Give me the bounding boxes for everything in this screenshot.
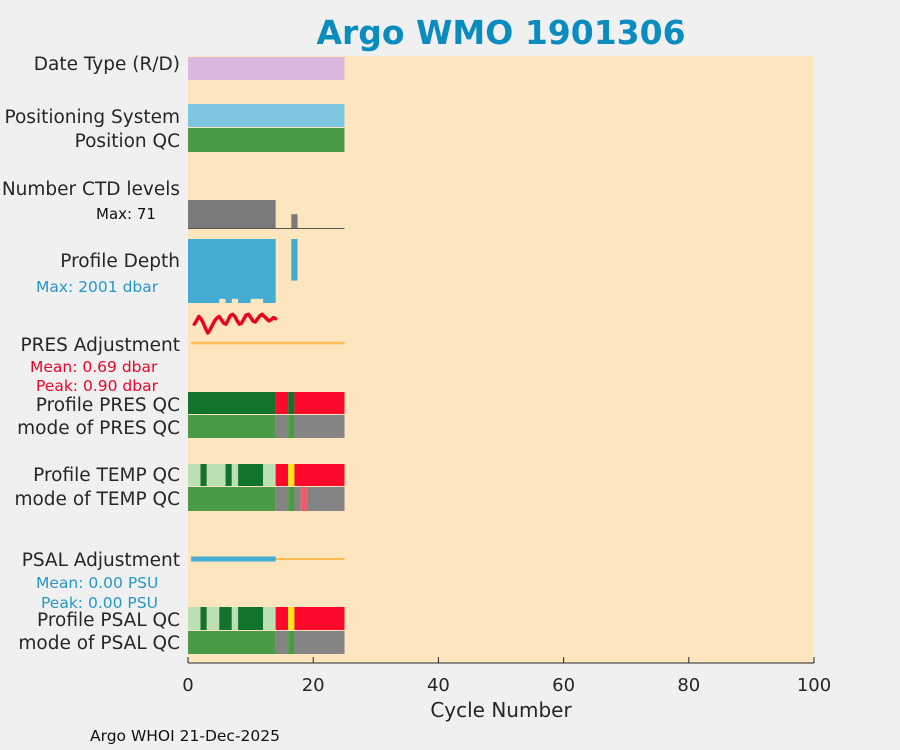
mode-psal-qc-segment-0 xyxy=(188,631,276,654)
profile-pres-qc-segment-1 xyxy=(275,392,289,414)
mode-temp-qc-segment-5 xyxy=(306,487,345,511)
ctd-levels-bar-0 xyxy=(188,200,276,228)
data-marks xyxy=(188,57,345,654)
profile-temp-qc-segment-7 xyxy=(275,464,289,486)
profile-temp-qc-segment-8 xyxy=(288,464,295,486)
profile-temp-qc-segment-6 xyxy=(263,464,276,486)
profile-psal-qc-segment-7 xyxy=(275,607,289,630)
profile-psal-qc-segment-0 xyxy=(188,607,201,630)
position-qc-segment-0 xyxy=(188,128,345,152)
label-position-qc: Position QC xyxy=(75,131,180,152)
psal-mean-annotation: Mean: 0.00 PSU xyxy=(36,574,158,592)
x-tick-label-100: 100 xyxy=(797,675,831,696)
profile-temp-qc-segment-5 xyxy=(238,464,264,486)
mode-psal-qc-segment-3 xyxy=(294,631,345,654)
positioning-segment-0 xyxy=(188,104,345,127)
profile-pres-qc-segment-3 xyxy=(294,392,345,414)
pres-mean-annotation: Mean: 0.69 dbar xyxy=(30,358,158,376)
plot-area xyxy=(188,56,814,663)
label-positioning-system: Positioning System xyxy=(4,107,180,128)
x-tick-label-0: 0 xyxy=(182,675,193,696)
profile-pres-qc-segment-0 xyxy=(188,392,276,414)
x-tick-label-80: 80 xyxy=(677,675,700,696)
mode-temp-qc-segment-0 xyxy=(188,487,276,511)
mode-temp-qc-segment-4 xyxy=(300,487,307,511)
profile-depth-bar-0 xyxy=(188,239,276,303)
profile-psal-qc-segment-1 xyxy=(200,607,207,630)
profile-temp-qc-segment-2 xyxy=(206,464,226,486)
label-profile-pres-qc: Profile PRES QC xyxy=(36,395,180,416)
date-type-segment-0 xyxy=(188,57,345,80)
mode-psal-qc-segment-1 xyxy=(275,631,289,654)
label-psal-adjustment: PSAL Adjustment xyxy=(22,550,180,571)
mode-pres-qc-segment-0 xyxy=(188,415,276,438)
label-profile-psal-qc: Profile PSAL QC xyxy=(37,610,180,631)
mode-pres-qc-segment-3 xyxy=(294,415,345,438)
profile-psal-qc-segment-4 xyxy=(231,607,239,630)
profile-depth-notch-1 xyxy=(231,298,239,303)
profile-psal-qc-segment-3 xyxy=(219,607,232,630)
mode-pres-qc-segment-2 xyxy=(288,415,295,438)
psal-peak-annotation: Peak: 0.00 PSU xyxy=(41,594,158,612)
label-mode-pres-qc: mode of PRES QC xyxy=(17,418,180,439)
pres-adjust-series-line xyxy=(192,312,278,335)
profile-pres-qc-segment-2 xyxy=(288,392,295,414)
ctd-levels-bar-1 xyxy=(291,214,298,228)
profile-temp-qc-segment-9 xyxy=(294,464,345,486)
x-tick-label-60: 60 xyxy=(552,675,575,696)
profile-depth-bar-1 xyxy=(291,239,298,281)
profile-temp-qc-segment-1 xyxy=(200,464,207,486)
label-mode-psal-qc: mode of PSAL QC xyxy=(18,633,180,654)
label-mode-temp-qc: mode of TEMP QC xyxy=(14,489,180,510)
x-tick-label-40: 40 xyxy=(427,675,450,696)
mode-psal-qc-segment-2 xyxy=(288,631,295,654)
profile-psal-qc-segment-8 xyxy=(288,607,295,630)
profile-psal-qc-segment-9 xyxy=(294,607,345,630)
profile-depth-notch-0 xyxy=(219,298,226,303)
label-profile-temp-qc: Profile TEMP QC xyxy=(33,465,180,486)
profile-temp-qc-segment-0 xyxy=(188,464,201,486)
ctd-max-annotation: Max: 71 xyxy=(96,205,156,223)
pres-peak-annotation: Peak: 0.90 dbar xyxy=(36,377,159,395)
mode-temp-qc-segment-1 xyxy=(275,487,289,511)
label-number-ctd-levels: Number CTD levels xyxy=(2,179,180,200)
label-date-type: Date Type (R/D) xyxy=(34,54,180,75)
label-profile-depth: Profile Depth xyxy=(60,251,180,272)
profile-depth-notch-2 xyxy=(250,298,264,303)
profile-temp-qc-segment-4 xyxy=(231,464,239,486)
profile-temp-qc-segment-3 xyxy=(225,464,232,486)
label-pres-adjustment: PRES Adjustment xyxy=(20,335,180,356)
x-axis-label: Cycle Number xyxy=(430,698,572,722)
x-axis-ticks: 0 20 40 60 80 100 xyxy=(182,657,831,696)
mode-pres-qc-segment-1 xyxy=(275,415,289,438)
profile-psal-qc-segment-5 xyxy=(238,607,264,630)
mode-temp-qc-segment-2 xyxy=(288,487,295,511)
footer-note: Argo WHOI 21-Dec-2025 xyxy=(90,727,280,745)
x-tick-label-20: 20 xyxy=(302,675,325,696)
profile-psal-qc-segment-6 xyxy=(263,607,276,630)
profile-psal-qc-segment-2 xyxy=(206,607,220,630)
depth-max-annotation: Max: 2001 dbar xyxy=(36,278,159,296)
mode-temp-qc-segment-3 xyxy=(294,487,301,511)
chart-title: Argo WMO 1901306 xyxy=(316,13,685,52)
